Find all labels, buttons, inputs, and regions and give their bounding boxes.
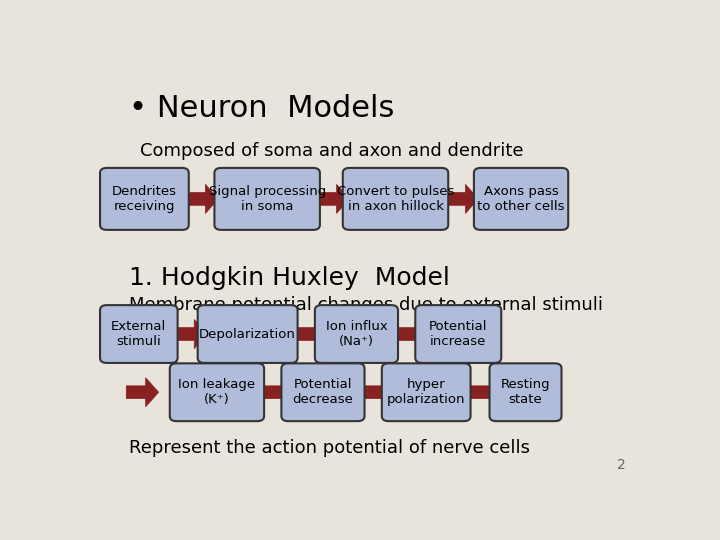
Text: Dendrites
receiving: Dendrites receiving bbox=[112, 185, 177, 213]
FancyBboxPatch shape bbox=[215, 168, 320, 230]
FancyBboxPatch shape bbox=[343, 168, 449, 230]
FancyBboxPatch shape bbox=[170, 363, 264, 421]
Polygon shape bbox=[396, 320, 428, 349]
Text: External
stimuli: External stimuli bbox=[111, 320, 166, 348]
Text: Resting
state: Resting state bbox=[500, 378, 550, 406]
Polygon shape bbox=[446, 184, 478, 213]
Text: Composed of soma and axon and dendrite: Composed of soma and axon and dendrite bbox=[140, 141, 523, 160]
Polygon shape bbox=[186, 184, 218, 213]
Text: Potential
decrease: Potential decrease bbox=[292, 378, 354, 406]
Text: 2: 2 bbox=[617, 458, 626, 472]
FancyBboxPatch shape bbox=[282, 363, 364, 421]
FancyBboxPatch shape bbox=[490, 363, 562, 421]
Polygon shape bbox=[470, 377, 503, 407]
Polygon shape bbox=[295, 320, 328, 349]
Polygon shape bbox=[175, 320, 207, 349]
FancyBboxPatch shape bbox=[382, 363, 471, 421]
Text: Axons pass
to other cells: Axons pass to other cells bbox=[477, 185, 564, 213]
Text: Ion influx
(Na⁺): Ion influx (Na⁺) bbox=[325, 320, 387, 348]
Polygon shape bbox=[126, 377, 158, 407]
Text: Ion leakage
(K⁺): Ion leakage (K⁺) bbox=[179, 378, 256, 406]
Text: Depolarization: Depolarization bbox=[199, 328, 296, 341]
Text: 1. Hodgkin Huxley  Model: 1. Hodgkin Huxley Model bbox=[129, 266, 450, 291]
FancyBboxPatch shape bbox=[315, 305, 398, 363]
FancyBboxPatch shape bbox=[474, 168, 568, 230]
Polygon shape bbox=[317, 184, 349, 213]
Text: Represent the action potential of nerve cells: Represent the action potential of nerve … bbox=[129, 439, 530, 457]
Text: Potential
increase: Potential increase bbox=[429, 320, 487, 348]
FancyBboxPatch shape bbox=[100, 168, 189, 230]
FancyBboxPatch shape bbox=[198, 305, 297, 363]
Text: hyper
polarization: hyper polarization bbox=[387, 378, 465, 406]
Polygon shape bbox=[362, 377, 395, 407]
Text: Signal processing
in soma: Signal processing in soma bbox=[209, 185, 325, 213]
FancyBboxPatch shape bbox=[100, 305, 178, 363]
Polygon shape bbox=[262, 377, 294, 407]
Text: • Neuron  Models: • Neuron Models bbox=[129, 94, 395, 123]
Text: Membrane potential changes due to external stimuli: Membrane potential changes due to extern… bbox=[129, 296, 603, 314]
Text: Convert to pulses
in axon hillock: Convert to pulses in axon hillock bbox=[337, 185, 454, 213]
FancyBboxPatch shape bbox=[415, 305, 501, 363]
